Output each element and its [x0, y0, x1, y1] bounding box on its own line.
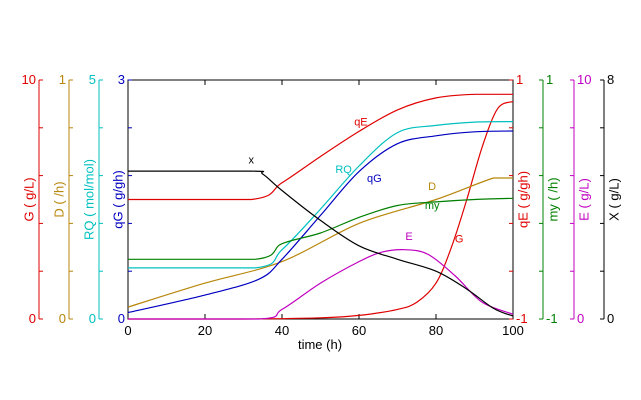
curve-label-my: my: [425, 200, 440, 212]
x-tick-label: 40: [275, 323, 289, 338]
series-line-qe: [127, 93, 513, 201]
curve-label-g: G: [455, 234, 464, 246]
curve-label-e: E: [405, 231, 412, 243]
series-line-g: [127, 100, 514, 320]
x-tick-label: 80: [429, 323, 443, 338]
series-layer: [127, 93, 514, 320]
curve-label-x: x: [248, 155, 254, 167]
y-axis-title-g: G ( g/L): [22, 177, 37, 221]
y-axis-max-label-qg: 3: [118, 72, 125, 87]
curve-label-d: D: [428, 181, 436, 193]
x-tick-label: 60: [352, 323, 366, 338]
y-axis-max-label-my: 1: [546, 72, 553, 87]
y-axis-max-label-d: 1: [59, 72, 66, 87]
series-line-qg: [127, 130, 514, 314]
y-axis-title-my: my ( /h): [546, 177, 561, 221]
series-line-x: [128, 170, 514, 317]
y-axis-min-label-rq: 0: [89, 311, 96, 326]
y-axis-title-x: X ( g/L): [607, 178, 622, 221]
curve-label-rq: RQ: [335, 164, 352, 176]
y-axis-max-label-e: 10: [577, 72, 591, 87]
y-axis-max-label-x: 8: [607, 72, 614, 87]
y-axis-title-d: D ( /h): [52, 181, 67, 217]
annotation-layer: qE x RQ qG Dmy E G: [248, 116, 463, 245]
y-axis-min-label-d: 0: [59, 311, 66, 326]
curve-label-qg: qG: [367, 173, 382, 185]
y-axis-min-label-e: 0: [577, 311, 584, 326]
y-axis-title-qg: qG ( g/gh): [111, 170, 126, 229]
y-axis-min-label-my: -1: [546, 311, 558, 326]
series-line-my: [128, 197, 514, 260]
x-tick-label: 20: [198, 323, 212, 338]
y-axis-min-label-g: 0: [29, 311, 36, 326]
y-axis-min-label-qe: -1: [516, 311, 528, 326]
y-axis-max-label-g: 10: [22, 72, 36, 87]
y-axis-max-label-qe: 1: [516, 72, 523, 87]
y-axis-title-e: E ( g/L): [577, 178, 592, 221]
curve-label-qe: qE: [354, 116, 367, 128]
series-line-e: [127, 249, 514, 320]
y-axis-min-label-qg: 0: [118, 311, 125, 326]
y-axis-title-qe: qE ( g/gh): [516, 171, 531, 228]
y-axis-max-label-rq: 5: [89, 72, 96, 87]
series-line-rq: [128, 121, 514, 269]
x-tick-label: 0: [124, 323, 131, 338]
series-line-d: [127, 177, 513, 308]
x-axis-title: time (h): [298, 337, 342, 352]
x-tick-label: 100: [502, 323, 524, 338]
y-axis-min-label-x: 0: [607, 311, 614, 326]
y-axis-title-rq: RQ ( mol/mol): [82, 159, 97, 240]
